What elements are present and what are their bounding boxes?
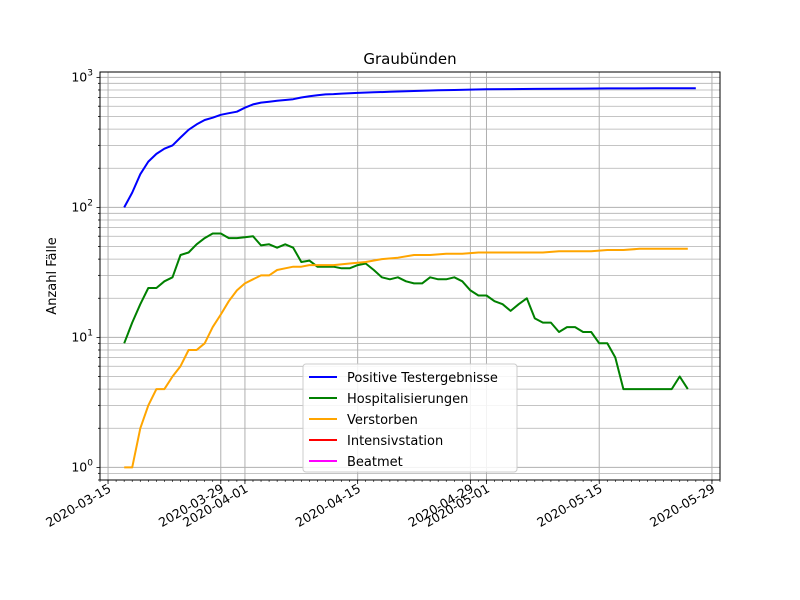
legend: Positive Testergebnisse Hospitalisierunge… — [302, 363, 518, 473]
legend-box — [302, 363, 518, 473]
legend-label: Beatmet — [347, 455, 403, 470]
legend-label: Hospitalisierungen — [347, 392, 468, 407]
y-axis-label: Anzahl Fälle — [45, 237, 60, 314]
y-tick-label: 100 — [71, 458, 93, 474]
y-tick-label: 101 — [71, 328, 93, 344]
legend-label: Positive Testergebnisse — [347, 371, 498, 386]
series-line — [123, 87, 696, 208]
legend-label: Intensivstation — [347, 434, 443, 449]
series-line — [124, 247, 688, 469]
y-axis: 100 101 102 103 — [71, 68, 100, 481]
legend-label: Verstorben — [347, 413, 418, 428]
series-line — [123, 232, 689, 391]
y-tick-label: 103 — [71, 68, 93, 84]
chart-title: Graubünden — [363, 50, 456, 68]
series-lines — [123, 87, 696, 469]
y-tick-label: 102 — [71, 198, 93, 214]
plot-frame — [99, 71, 721, 481]
